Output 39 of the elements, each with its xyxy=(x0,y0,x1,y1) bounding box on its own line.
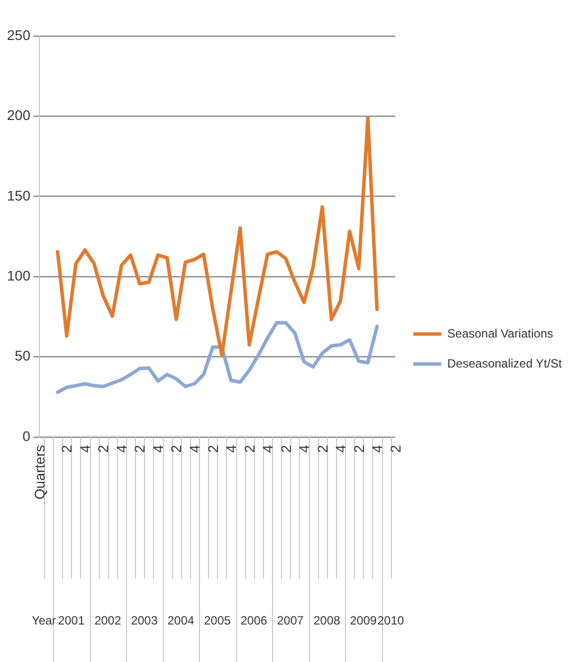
x-tick-label: Quarters xyxy=(31,445,48,500)
text: 2010 xyxy=(377,613,404,628)
x-tick-label: 4 xyxy=(332,444,349,453)
x-tick-label: 4 xyxy=(296,444,312,453)
x-tick-label: 2 xyxy=(204,444,221,453)
x-tick-label: 4 xyxy=(369,444,386,453)
x-tick-label: 2 xyxy=(314,444,330,453)
legend-label: Deseasonalized Yt/St xyxy=(447,356,562,370)
text: 2001 xyxy=(58,613,85,628)
text: 2002 xyxy=(94,613,122,628)
y-tick-label: 250 xyxy=(7,26,31,43)
y-tick-label: 100 xyxy=(7,267,31,284)
x-tick-label: 4 xyxy=(186,444,202,453)
legend-label: Seasonal Variations xyxy=(447,326,554,340)
x-tick-label: 2 xyxy=(387,444,404,453)
y-tick-label: 0 xyxy=(22,428,31,444)
x-tick-label: 4 xyxy=(113,444,130,453)
x-tick-label: 4 xyxy=(223,444,239,453)
x-tick-label: 4 xyxy=(150,444,166,453)
text: 2006 xyxy=(240,613,268,628)
x-tick-label: 2 xyxy=(58,444,75,453)
x-tick-label: 2 xyxy=(241,444,258,453)
x-tick-label: 2 xyxy=(350,444,367,453)
y-tick-label: 50 xyxy=(14,348,31,364)
x-tick-label: 4 xyxy=(76,444,93,453)
text: 2008 xyxy=(313,613,340,628)
text: 2004 xyxy=(167,613,194,628)
x-tick-label: 2 xyxy=(168,444,184,453)
x-tick-label: 2 xyxy=(132,444,148,453)
text: 2005 xyxy=(204,613,231,628)
x-tick-label: 2 xyxy=(278,444,294,453)
x-tick-label: 4 xyxy=(260,444,276,453)
y-tick-label: 150 xyxy=(7,187,31,204)
text: 2003 xyxy=(130,613,158,628)
text: Year xyxy=(32,613,56,628)
text: 2009 xyxy=(350,613,377,628)
x-tick-label: 2 xyxy=(95,444,112,453)
y-tick-label: 200 xyxy=(7,107,31,124)
text: 2007 xyxy=(276,613,304,628)
